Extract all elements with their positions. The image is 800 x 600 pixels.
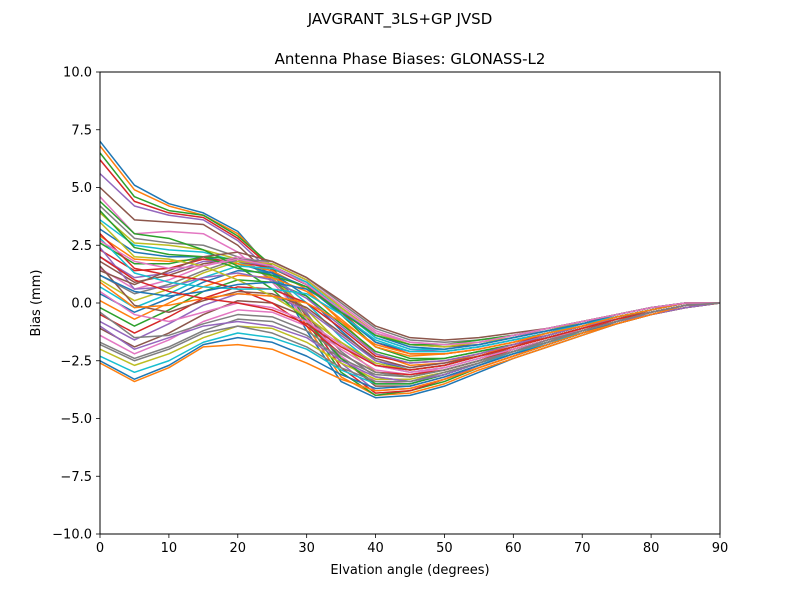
x-tick-label: 0	[96, 541, 104, 556]
x-axis-label: Elvation angle (degrees)	[330, 563, 489, 578]
x-axis: 0 10 20 30 40 50 60 70 80 90	[96, 534, 728, 556]
y-tick-label: −10.0	[52, 528, 92, 543]
x-tick-label: 70	[574, 541, 591, 556]
y-tick-label: 5.0	[71, 181, 92, 196]
y-tick-label: 7.5	[71, 123, 92, 138]
y-axis-label: Bias (mm)	[29, 270, 44, 337]
x-tick-label: 10	[161, 541, 178, 556]
series-layer	[100, 140, 720, 399]
x-tick-label: 60	[505, 541, 522, 556]
y-tick-label: −5.0	[60, 412, 92, 427]
plot-area	[100, 72, 720, 534]
x-tick-label: 90	[712, 541, 729, 556]
x-tick-label: 80	[643, 541, 660, 556]
series-line-47	[100, 239, 720, 346]
x-tick-label: 50	[436, 541, 453, 556]
series-line-32	[100, 302, 720, 392]
y-tick-label: 10.0	[63, 66, 92, 81]
y-axis: −10.0 −7.5 −5.0 −2.5 0.0 2.5 5.0 7.5 10.0	[52, 66, 100, 543]
figure-suptitle: JAVGRANT_3LS+GP JVSD	[307, 10, 493, 29]
chart-title: Antenna Phase Biases: GLONASS-L2	[275, 50, 546, 68]
x-tick-label: 40	[367, 541, 384, 556]
y-tick-label: −7.5	[60, 470, 92, 485]
series-line-44	[100, 256, 720, 371]
y-tick-label: 2.5	[71, 239, 92, 254]
y-tick-label: −2.5	[60, 354, 92, 369]
y-tick-label: 0.0	[71, 297, 92, 312]
x-tick-label: 30	[298, 541, 315, 556]
x-tick-label: 20	[230, 541, 247, 556]
series-line-48	[100, 302, 720, 383]
